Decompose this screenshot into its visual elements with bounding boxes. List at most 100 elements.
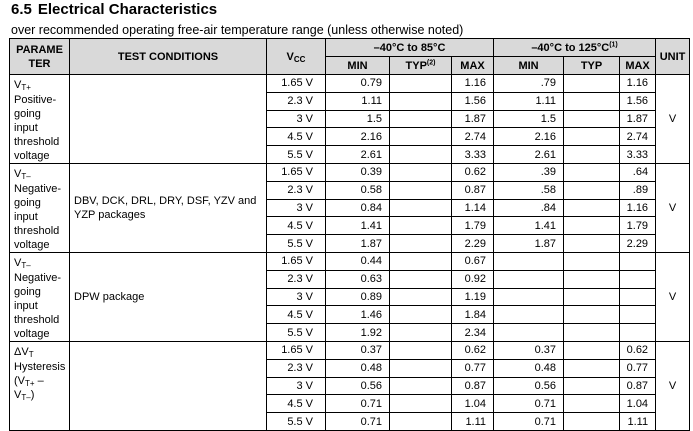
header-min-85: MIN — [325, 56, 390, 75]
typ-125-cell — [563, 394, 621, 414]
max-125-cell: 0.77 — [619, 358, 657, 378]
header-unit: UNIT — [655, 38, 691, 75]
typ-85-cell — [389, 341, 452, 360]
max-85-cell: 1.56 — [450, 91, 495, 111]
min-125-cell: 0.71 — [493, 412, 565, 431]
max-85-cell: 1.84 — [450, 305, 495, 325]
parameter-description-line: Negative- — [14, 183, 62, 195]
max-125-cell — [619, 305, 657, 325]
min-85-cell: 0.84 — [325, 198, 390, 218]
max-125-cell: 1.04 — [619, 394, 657, 414]
table-body: VT+ Positive-going input threshold voltage 1.… — [9, 74, 691, 431]
max-125-cell: 1.56 — [619, 91, 657, 111]
typ-125-cell — [563, 163, 621, 182]
parameter-symbol: VT– — [14, 256, 69, 270]
test-condition-cell: DBV, DCK, DRL, DRY, DSF, YZV and YZP pac… — [69, 163, 267, 253]
vcc-cell: 3 V — [266, 109, 326, 129]
min-125-cell — [493, 287, 565, 307]
max-125-cell: 2.74 — [619, 127, 657, 147]
min-85-cell: 0.71 — [325, 394, 390, 414]
vcc-cell: 5.5 V — [266, 412, 326, 431]
unit-cell: V — [655, 163, 691, 253]
vcc-cell: 3 V — [266, 198, 326, 218]
vcc-cell: 5.5 V — [266, 145, 326, 164]
parameter-description-line: threshold — [14, 136, 60, 148]
min-125-cell: 2.16 — [493, 127, 565, 147]
typ-125-cell — [563, 269, 621, 289]
parameter-description-line: threshold — [14, 314, 60, 326]
table-row: VT+ Positive-going input threshold voltage 1.… — [9, 74, 691, 164]
max-125-cell: 0.62 — [619, 341, 657, 360]
section-subtitle: over recommended operating free-air temp… — [11, 23, 464, 37]
min-125-cell: .79 — [493, 74, 565, 93]
min-85-cell: 1.41 — [325, 216, 390, 236]
min-85-cell: 0.44 — [325, 252, 390, 271]
max-85-cell: 3.33 — [450, 145, 495, 164]
typ-125-cell — [563, 341, 621, 360]
parameter-description-line: input — [14, 122, 38, 134]
vcc-cell: 1.65 V — [266, 74, 326, 93]
max-85-cell: 2.34 — [450, 323, 495, 342]
parameter-symbol-subscript: T– — [21, 261, 31, 270]
typ-125-cell — [563, 412, 621, 431]
min-125-cell — [493, 323, 565, 342]
min-85-cell: 1.5 — [325, 109, 390, 129]
max-125-cell: .89 — [619, 180, 657, 200]
min-85-cell: 0.89 — [325, 287, 390, 307]
typ-85-cell — [389, 127, 452, 147]
table-row: 3 V 1.5 1.87 1.5 1.87 — [10, 109, 690, 129]
header-typ-125: TYP — [563, 56, 621, 75]
header-vcc: VCC — [266, 38, 326, 75]
parameter-description-line: Hysteresis — [14, 361, 66, 373]
min-85-cell: 0.48 — [325, 358, 390, 378]
typ-85-cell — [389, 305, 452, 325]
min-125-cell — [493, 252, 565, 271]
max-125-cell: 2.29 — [619, 234, 657, 253]
vcc-cell: 1.65 V — [266, 252, 326, 271]
test-condition-cell: DPW package — [69, 252, 267, 342]
vcc-cell: 2.3 V — [266, 180, 326, 200]
unit-cell: V — [655, 341, 691, 431]
typ-85-cell — [389, 412, 452, 431]
electrical-characteristics-table: PARAME TER TEST CONDITIONS VCC –40°C to 8… — [9, 38, 691, 431]
parameter-description-line: voltage — [14, 150, 50, 162]
vcc-cell: 2.3 V — [266, 91, 326, 111]
parameter-description-line: going — [14, 286, 41, 298]
parameter-description-line: Negative- — [14, 272, 62, 284]
min-85-cell: 2.16 — [325, 127, 390, 147]
typ-125-cell — [563, 145, 621, 164]
table-row: 2.3 V 1.11 1.56 1.11 1.56 — [10, 91, 690, 111]
header-max-85: MAX — [450, 56, 495, 75]
max-125-cell: 0.87 — [619, 376, 657, 396]
section-title: 6.5 Electrical Characteristics — [11, 1, 217, 18]
max-85-cell: 1.11 — [450, 412, 495, 431]
parameter-symbol-text: V — [14, 168, 22, 180]
min-85-cell: 0.79 — [325, 74, 390, 93]
header-parameter: PARAME TER — [9, 38, 70, 75]
table-row: ΔVT Hysteresis (VT+ – VT–) 1.65 V 0.37 0.62 0.3… — [9, 341, 691, 431]
typ-85-cell — [389, 216, 452, 236]
parameter-symbol: VT– — [14, 167, 69, 181]
typ-125-cell — [563, 252, 621, 271]
min-125-cell: .84 — [493, 198, 565, 218]
header-range-125: –40°C to 125°C(1) — [493, 38, 657, 57]
parameter-symbol: VT+ — [14, 78, 69, 92]
typ-85-cell — [389, 180, 452, 200]
min-85-cell: 1.92 — [325, 323, 390, 342]
max-125-cell: 1.16 — [619, 74, 657, 93]
typ-125-cell — [563, 305, 621, 325]
min-125-cell: 0.56 — [493, 376, 565, 396]
min-125-cell: .58 — [493, 180, 565, 200]
parameter-description-line: threshold — [14, 225, 60, 237]
max-125-cell: 1.16 — [619, 198, 657, 218]
parameter-description-line: voltage — [14, 328, 50, 340]
vcc-cell: 5.5 V — [266, 323, 326, 342]
max-85-cell: 1.04 — [450, 394, 495, 414]
min-85-cell: 0.37 — [325, 341, 390, 360]
test-condition-cell — [69, 74, 267, 164]
parameter-description-line: going — [14, 197, 41, 209]
max-85-cell: 0.77 — [450, 358, 495, 378]
parameter-cell: VT– Negative-going input threshold voltage — [9, 252, 70, 342]
min-85-cell: 1.87 — [325, 234, 390, 253]
typ-125-cell — [563, 74, 621, 93]
